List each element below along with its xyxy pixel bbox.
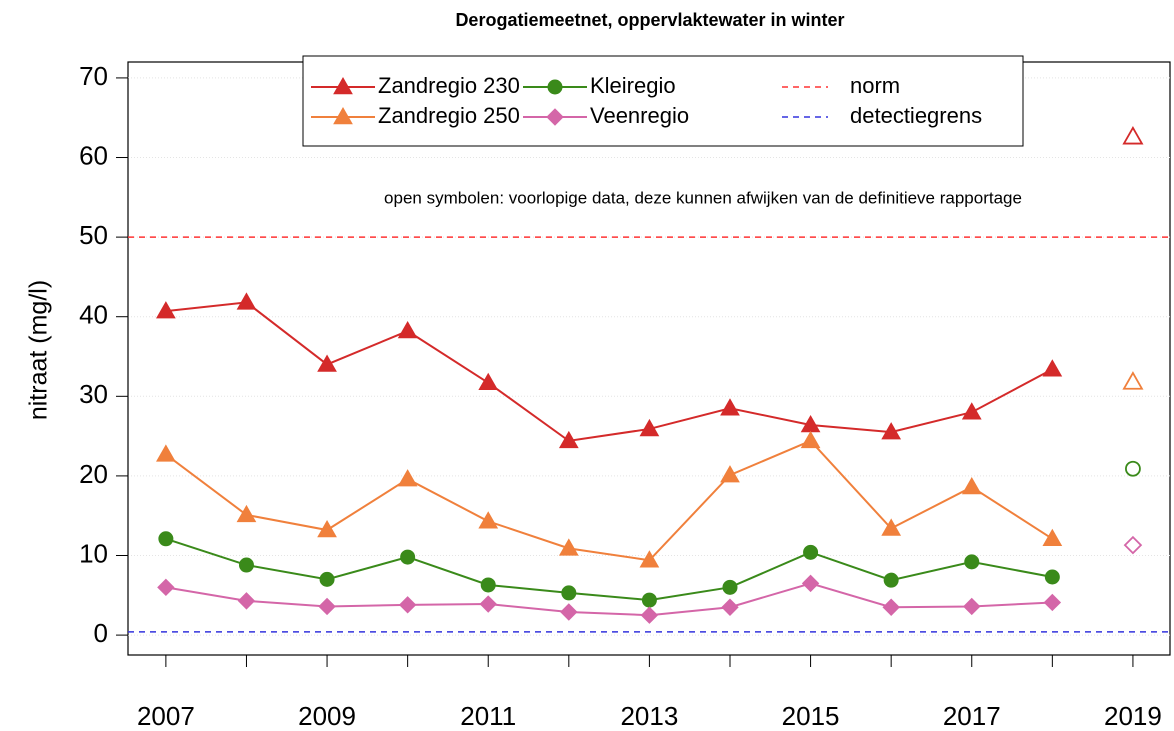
x-tick-label: 2013 xyxy=(620,701,678,731)
point xyxy=(237,592,256,610)
point xyxy=(318,597,336,616)
point xyxy=(158,531,174,547)
point xyxy=(720,465,740,483)
legend-marker xyxy=(333,76,353,95)
point xyxy=(558,538,579,556)
y-tick-label: 30 xyxy=(79,379,108,409)
series-line xyxy=(165,301,1053,442)
x-tick-label: 2009 xyxy=(298,701,356,731)
point xyxy=(961,402,982,420)
point xyxy=(478,372,499,391)
point xyxy=(1043,593,1062,612)
legend-marker xyxy=(546,108,564,126)
y-tick-label: 70 xyxy=(79,61,108,91)
point xyxy=(722,579,738,595)
point xyxy=(720,398,740,416)
point xyxy=(156,444,176,462)
point xyxy=(721,598,739,616)
y-tick-label: 10 xyxy=(79,538,108,568)
x-tick-label: 2011 xyxy=(460,701,516,731)
point xyxy=(319,571,335,587)
legend-box xyxy=(302,55,1024,147)
legend-label: detectiegrens xyxy=(850,103,982,128)
y-tick-label: 50 xyxy=(79,220,108,250)
series-line xyxy=(165,582,1053,617)
point xyxy=(1042,359,1063,377)
point xyxy=(561,585,577,601)
series-line xyxy=(165,439,1053,562)
point xyxy=(478,511,499,529)
point xyxy=(156,301,176,319)
point xyxy=(479,595,497,613)
legend-label: Zandregio 250 xyxy=(378,103,520,128)
legend-label: norm xyxy=(850,73,900,98)
point xyxy=(800,430,821,449)
point xyxy=(801,574,820,593)
point xyxy=(881,422,902,440)
point xyxy=(400,549,416,565)
point xyxy=(317,354,337,372)
point xyxy=(882,598,900,616)
point xyxy=(803,544,819,560)
legend-label: Zandregio 230 xyxy=(378,73,520,98)
point xyxy=(881,518,902,536)
point xyxy=(1044,569,1060,585)
x-tick-label: 2015 xyxy=(782,701,840,731)
point xyxy=(558,430,579,449)
y-tick-label: 40 xyxy=(79,300,108,330)
point xyxy=(480,577,496,593)
legend-marker xyxy=(333,106,353,125)
x-tick-label: 2007 xyxy=(137,701,195,731)
point xyxy=(157,578,175,597)
point xyxy=(560,603,578,621)
x-tick-label: 2017 xyxy=(943,701,1001,731)
legend-label: Veenregio xyxy=(590,103,689,128)
x-tick-label: 2019 xyxy=(1104,701,1162,731)
point xyxy=(1125,460,1141,477)
y-axis-label: nitraat (mg/l) xyxy=(25,280,53,420)
point xyxy=(1123,535,1143,555)
point xyxy=(236,292,257,310)
point xyxy=(1042,528,1063,547)
y-tick-label: 0 xyxy=(94,618,108,648)
point xyxy=(961,477,982,495)
point xyxy=(238,557,254,573)
chart-title: Derogatiemeetnet, oppervlaktewater in wi… xyxy=(455,10,844,30)
point xyxy=(398,596,417,614)
legend-label: Kleiregio xyxy=(590,73,676,98)
legend-marker xyxy=(547,79,563,95)
point xyxy=(397,321,418,339)
point xyxy=(963,597,981,616)
point xyxy=(639,418,660,437)
point xyxy=(883,572,899,588)
point xyxy=(397,469,418,487)
annotation: open symbolen: voorlopige data, deze kun… xyxy=(384,188,1022,207)
point xyxy=(641,592,657,608)
point xyxy=(236,504,257,523)
y-tick-label: 20 xyxy=(79,459,108,489)
point xyxy=(964,554,980,570)
point xyxy=(1122,126,1144,145)
point xyxy=(317,520,337,538)
y-tick-label: 60 xyxy=(79,140,108,170)
point xyxy=(1122,371,1144,390)
point xyxy=(639,550,660,568)
series-line xyxy=(165,537,1053,602)
point xyxy=(640,606,659,624)
